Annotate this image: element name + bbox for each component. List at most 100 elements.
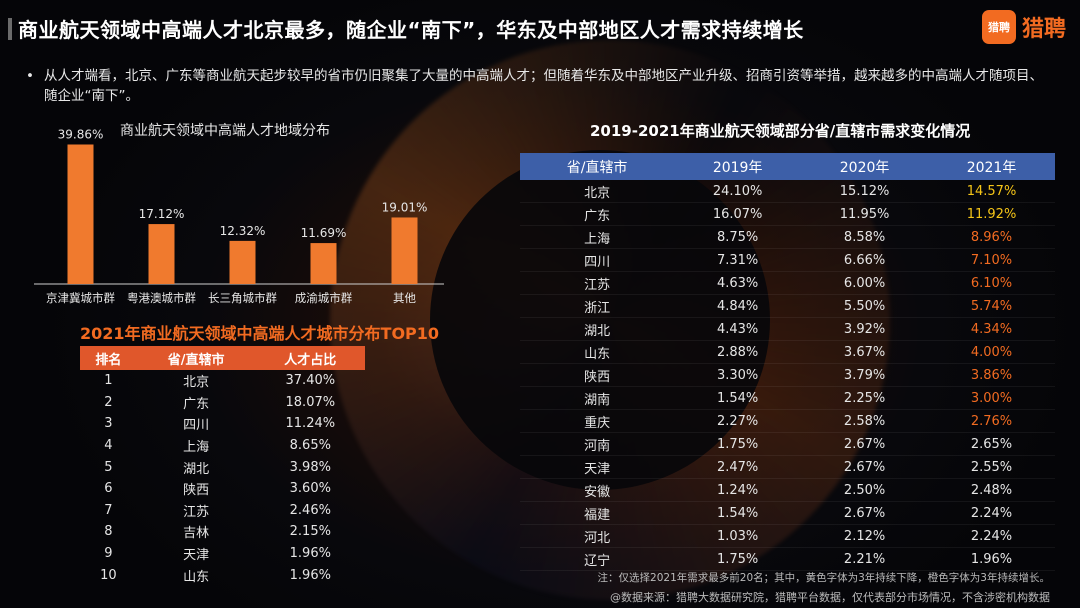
table-row: 上海 8.75% 8.58% 8.96% <box>520 225 1055 249</box>
table-row: 7 江苏 2.46% <box>80 500 365 522</box>
page-title: 商业航天领域中高端人才北京最多，随企业“南下”，华东及中部地区人才需求持续增长 <box>18 18 804 42</box>
table-cell: 5.50% <box>801 294 929 318</box>
demand-table: 省/直辖市 2019年 2020年 2021年 北京 24.10% 15.12% 14.57… <box>520 153 1055 571</box>
table-cell: 2.21% <box>801 547 929 571</box>
table-cell: 湖南 <box>520 386 675 410</box>
table-cell: 8.65% <box>289 438 331 454</box>
table-cell: 2.67% <box>801 432 929 456</box>
table-row: 重庆 2.27% 2.58% 2.76% <box>520 409 1055 433</box>
table-row: 安徽 1.24% 2.50% 2.48% <box>520 478 1055 502</box>
table-row: 河北 1.03% 2.12% 2.24% <box>520 524 1055 548</box>
table-cell: 2.12% <box>801 524 929 548</box>
table-cell: 2.46% <box>289 502 331 518</box>
table-row: 江苏 4.63% 6.00% 6.10% <box>520 271 1055 295</box>
column-header: 人才占比 <box>255 346 365 370</box>
table-cell: 2.27% <box>674 409 802 433</box>
table-cell: 37.40% <box>285 373 336 389</box>
table-cell: 10 <box>100 567 117 583</box>
column-header: 2021年 <box>928 153 1055 180</box>
bar-value-label: 39.86% <box>58 127 104 141</box>
table-cell: 2.25% <box>801 386 929 410</box>
category-label: 成渝城市群 <box>295 291 353 305</box>
region-bar-chart: 39.86% 京津冀城市群 17.12% 粤港澳城市群 12.32% 长三角城市群 11.6… <box>34 127 444 305</box>
data-source: @数据来源：猎聘大数据研究院，猎聘平台数据，仅代表部分市场情况，不含涉密机构数据 <box>610 591 1050 604</box>
demand-table-title: 2019-2021年商业航天领域部分省/直辖市需求变化情况 <box>590 122 971 140</box>
table-cell: 广东 <box>183 396 210 412</box>
bar-chart-title: 商业航天领域中高端人才地域分布 <box>120 123 330 139</box>
table-cell: 1.54% <box>674 501 802 525</box>
table-cell: 辽宁 <box>520 547 675 571</box>
table-cell: 4.34% <box>928 317 1055 341</box>
table-cell: 北京 <box>520 180 675 203</box>
table-row: 8 吉林 2.15% <box>80 521 365 543</box>
table-cell: 2.15% <box>289 524 331 540</box>
table-cell: 江苏 <box>520 271 675 295</box>
table-cell: 3 <box>104 416 113 432</box>
table-cell: 广东 <box>520 202 675 226</box>
top10-title: 2021年商业航天领域中高端人才城市分布TOP10 <box>80 324 440 343</box>
column-header: 省/直辖市 <box>136 346 256 370</box>
table-cell: 4.63% <box>674 271 802 295</box>
table-cell: 6.10% <box>928 271 1055 295</box>
bar-value-label: 19.01% <box>382 200 428 214</box>
table-cell: 山东 <box>183 569 210 585</box>
table-cell: 3.98% <box>289 459 331 475</box>
bullet-icon: • <box>26 68 34 84</box>
bar-value-label: 11.69% <box>301 226 347 240</box>
table-row: 广东 16.07% 11.95% 11.92% <box>520 202 1055 226</box>
table-cell: 2.65% <box>928 432 1055 456</box>
category-label: 京津冀城市群 <box>46 291 115 305</box>
table-cell: 3.92% <box>801 317 929 341</box>
table-cell: 1.96% <box>928 547 1055 571</box>
table-cell: 天津 <box>520 455 675 479</box>
table-row: 10 山东 1.96% <box>80 564 365 586</box>
table-row: 5 湖北 3.98% <box>80 456 365 478</box>
table-cell: 11.95% <box>801 202 929 226</box>
column-header: 2019年 <box>674 153 802 180</box>
table-cell: 11.92% <box>928 202 1055 226</box>
table-row: 6 陕西 3.60% <box>80 478 365 500</box>
table-cell: 2.67% <box>801 501 929 525</box>
table-cell: 3.60% <box>289 481 331 497</box>
table-row: 1 北京 37.40% <box>80 370 365 392</box>
demand-header-row: 省/直辖市 2019年 2020年 2021年 <box>520 153 1055 180</box>
table-cell: 2.67% <box>801 455 929 479</box>
top10-header-row: 排名 省/直辖市 人才占比 <box>80 346 365 370</box>
table-cell: 河北 <box>520 524 675 548</box>
table-cell: 重庆 <box>520 409 675 433</box>
table-cell: 2.47% <box>674 455 802 479</box>
table-cell: 5 <box>104 459 113 475</box>
table-cell: 6.00% <box>801 271 929 295</box>
table-cell: 吉林 <box>183 526 210 542</box>
bar <box>310 243 337 284</box>
column-header: 省/直辖市 <box>520 153 675 180</box>
table-cell: 11.24% <box>285 416 336 432</box>
table-cell: 3.30% <box>674 363 802 387</box>
table-cell: 6.66% <box>801 248 929 272</box>
column-header: 排名 <box>80 346 137 370</box>
table-cell: 四川 <box>520 248 675 272</box>
table-cell: 9 <box>104 546 113 562</box>
liepin-logo-icon: 猎聘 <box>981 10 1016 44</box>
table-row: 天津 2.47% 2.67% 2.55% <box>520 455 1055 479</box>
table-row: 福建 1.54% 2.67% 2.24% <box>520 501 1055 525</box>
table-row: 湖北 4.43% 3.92% 4.34% <box>520 317 1055 341</box>
table-cell: 安徽 <box>520 478 675 502</box>
table-cell: 3.79% <box>801 363 929 387</box>
table-cell: 8 <box>104 524 113 540</box>
table-cell: 3.00% <box>928 386 1055 410</box>
table-cell: 上海 <box>520 225 675 249</box>
table-cell: 2.48% <box>928 478 1055 502</box>
table-cell: 1.75% <box>674 432 802 456</box>
table-cell: 1.54% <box>674 386 802 410</box>
table-cell: 上海 <box>183 440 210 456</box>
table-cell: 2.58% <box>801 409 929 433</box>
table-cell: 4.84% <box>674 294 802 318</box>
intro-paragraph: • 从人才端看，北京、广东等商业航天起步较早的省市仍旧聚集了大量的中高端人才；但… <box>26 66 1044 106</box>
table-cell: 4.43% <box>674 317 802 341</box>
top10-table: 排名 省/直辖市 人才占比 1 北京 37.40% 2 广东 18.07% 3 四川 11.24% 4… <box>80 346 365 586</box>
table-cell: 4.00% <box>928 340 1055 364</box>
table-cell: 4 <box>104 438 113 454</box>
table-row: 陕西 3.30% 3.79% 3.86% <box>520 363 1055 387</box>
table-cell: 河南 <box>520 432 675 456</box>
